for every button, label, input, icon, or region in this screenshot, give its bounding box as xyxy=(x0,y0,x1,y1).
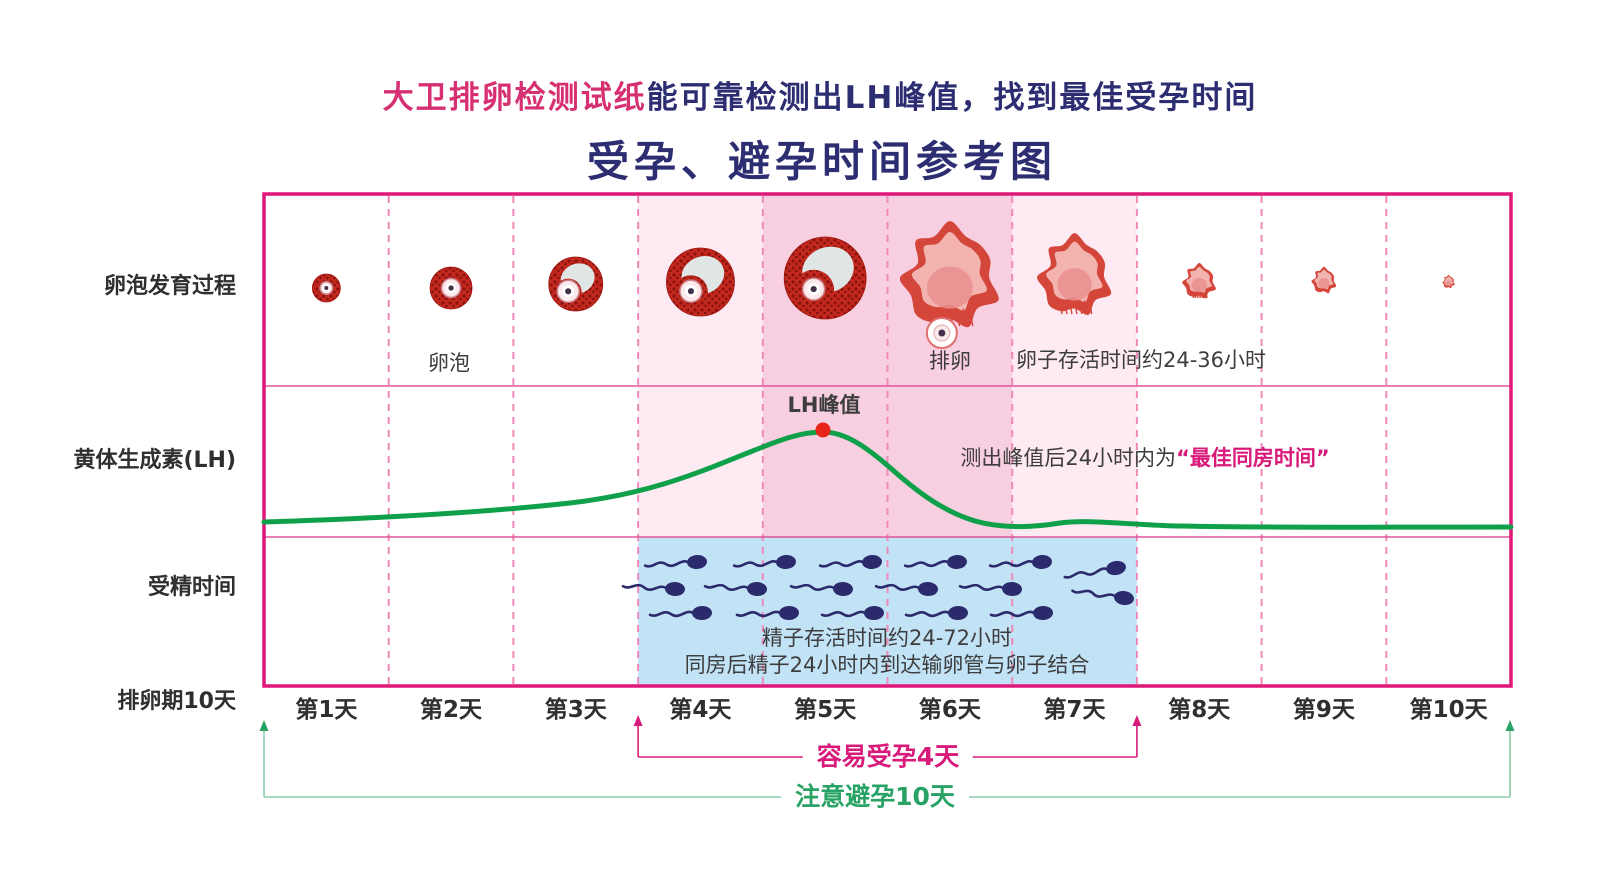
row-label-follicle: 卵泡发育过程 xyxy=(103,274,236,299)
day-label: 第3天 xyxy=(544,697,607,723)
subtitle-rest: 能可靠检测出LH峰值，找到最佳受孕时间 xyxy=(646,80,1258,116)
subtitle-brand: 大卫排卵检测试纸 xyxy=(382,80,647,116)
best-time-quoted: “最佳同房时间” xyxy=(1176,446,1330,470)
annotation-ovulation: 排卵 xyxy=(929,349,971,373)
day-label: 第1天 xyxy=(295,697,358,723)
annotation-lh-peak: LH峰值 xyxy=(787,393,861,417)
day-label: 第8天 xyxy=(1168,697,1231,723)
day-label: 第9天 xyxy=(1292,697,1355,723)
annotation-best-time: 测出峰值后24小时内为“最佳同房时间” xyxy=(960,445,1329,472)
annotation-follicle: 卵泡 xyxy=(428,351,470,375)
annotation-sperm-survival-2: 同房后精子24小时内到达输卵管与卵子结合 xyxy=(684,653,1090,677)
subtitle: 大卫排卵检测试纸能可靠检测出LH峰值，找到最佳受孕时间 xyxy=(383,72,1258,117)
day-label: 第10天 xyxy=(1409,697,1488,723)
row-label-lh: 黄体生成素(LH) xyxy=(73,448,236,473)
page-title: 受孕、避孕时间参考图 xyxy=(586,137,1058,186)
annotation-egg-survival: 卵子存活时间约24-36小时 xyxy=(1015,348,1267,372)
row-label-fertilization: 受精时间 xyxy=(147,575,236,600)
fertile-window-label: 容易受孕4天 xyxy=(802,742,974,772)
day-label: 第2天 xyxy=(420,697,483,723)
annotation-sperm-survival-1: 精子存活时间约24-72小时 xyxy=(761,626,1013,650)
contraception-label: 注意避孕10天 xyxy=(781,782,969,812)
axis-label: 排卵期10天 xyxy=(117,689,236,714)
best-time-prefix: 测出峰值后24小时内为 xyxy=(960,446,1177,470)
day-label: 第6天 xyxy=(918,697,981,723)
day-label: 第7天 xyxy=(1043,697,1106,723)
day-label: 第5天 xyxy=(794,697,857,723)
day-label: 第4天 xyxy=(669,697,732,723)
